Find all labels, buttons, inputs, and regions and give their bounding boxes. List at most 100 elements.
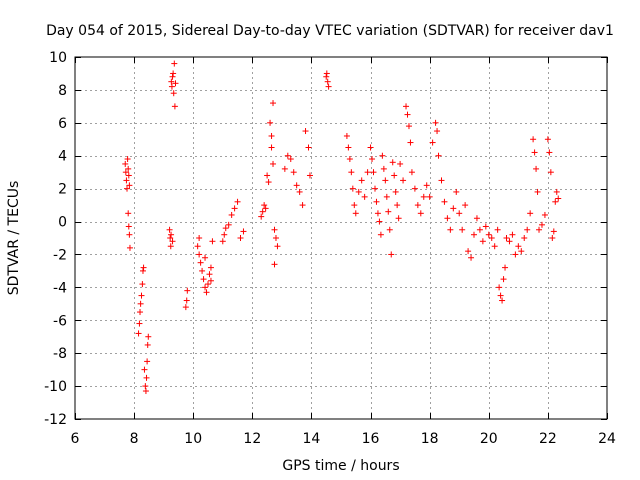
data-point [324, 78, 331, 85]
data-point [407, 139, 414, 146]
data-point [169, 238, 176, 245]
y-tick-label: 2 [58, 182, 67, 198]
data-point [323, 73, 330, 80]
data-point [429, 139, 436, 146]
data-point [270, 160, 277, 167]
data-point [262, 205, 269, 212]
data-point [284, 152, 291, 159]
data-point [349, 185, 356, 192]
data-point [371, 185, 378, 192]
data-point [196, 235, 203, 241]
data-point [139, 281, 146, 288]
grid-lines [75, 57, 607, 419]
y-tick-label: -2 [53, 247, 67, 263]
data-point [171, 60, 178, 67]
data-point [138, 292, 145, 299]
data-point [200, 276, 207, 283]
data-point [183, 297, 190, 304]
data-point [444, 215, 451, 222]
data-point [546, 149, 553, 156]
data-point [168, 78, 175, 85]
x-tick-label: 16 [362, 431, 380, 447]
data-point [305, 144, 312, 151]
data-series [122, 60, 562, 395]
data-point [468, 254, 475, 261]
data-point [124, 185, 131, 192]
data-point [374, 210, 381, 217]
data-point [550, 228, 557, 235]
data-point [400, 177, 407, 184]
data-point [417, 210, 424, 217]
data-point [136, 320, 143, 327]
data-point [126, 231, 133, 238]
data-point [234, 198, 241, 205]
data-point [206, 271, 213, 278]
data-point [373, 198, 380, 205]
data-point [202, 254, 209, 261]
data-point [142, 383, 149, 390]
data-point [240, 228, 247, 235]
data-point [459, 226, 466, 233]
data-point [434, 128, 441, 135]
data-point [293, 182, 300, 189]
data-point [123, 177, 130, 184]
data-point [259, 208, 266, 215]
data-point [202, 284, 209, 291]
data-point [352, 210, 359, 217]
data-point [385, 208, 392, 215]
data-point [290, 169, 297, 176]
data-point [414, 202, 421, 209]
data-point [345, 144, 352, 151]
data-point [405, 123, 412, 130]
data-point [137, 309, 144, 316]
data-point [420, 193, 427, 200]
data-point [299, 202, 306, 209]
plot-frame [74, 56, 608, 420]
data-point [237, 235, 244, 241]
data-point [135, 330, 142, 337]
data-point [397, 160, 404, 167]
data-point [144, 341, 151, 348]
data-point [346, 156, 353, 163]
data-point [268, 132, 275, 139]
data-point [441, 198, 448, 205]
data-point [219, 238, 226, 245]
data-point [555, 195, 562, 202]
data-point [370, 169, 377, 176]
data-point [471, 231, 477, 238]
data-point [404, 111, 411, 118]
data-point [496, 284, 503, 291]
data-point [265, 179, 272, 186]
data-point [518, 248, 525, 255]
y-tick-label: -10 [44, 379, 67, 395]
data-point [126, 244, 133, 251]
data-point [503, 235, 510, 241]
data-point [509, 231, 516, 238]
data-point [361, 193, 368, 200]
data-point [170, 90, 177, 97]
data-point [506, 238, 513, 245]
data-point [225, 221, 232, 228]
data-point [536, 226, 543, 233]
x-tick-label: 14 [303, 431, 321, 447]
y-tick-label: 8 [58, 83, 67, 99]
data-point [462, 202, 469, 209]
data-point [169, 73, 176, 80]
data-point [369, 156, 376, 163]
data-point [274, 243, 281, 250]
data-point [524, 226, 531, 233]
data-point [491, 243, 498, 250]
data-point [488, 235, 495, 241]
data-point [485, 231, 492, 238]
data-point [281, 165, 288, 172]
data-point [197, 259, 204, 266]
data-point [473, 215, 480, 222]
data-point [499, 297, 506, 304]
data-point [205, 281, 211, 288]
data-point [203, 289, 210, 296]
data-point [403, 103, 410, 110]
data-point [392, 188, 399, 195]
y-tick-label: 4 [58, 149, 67, 165]
y-tick-label: 0 [58, 215, 67, 231]
